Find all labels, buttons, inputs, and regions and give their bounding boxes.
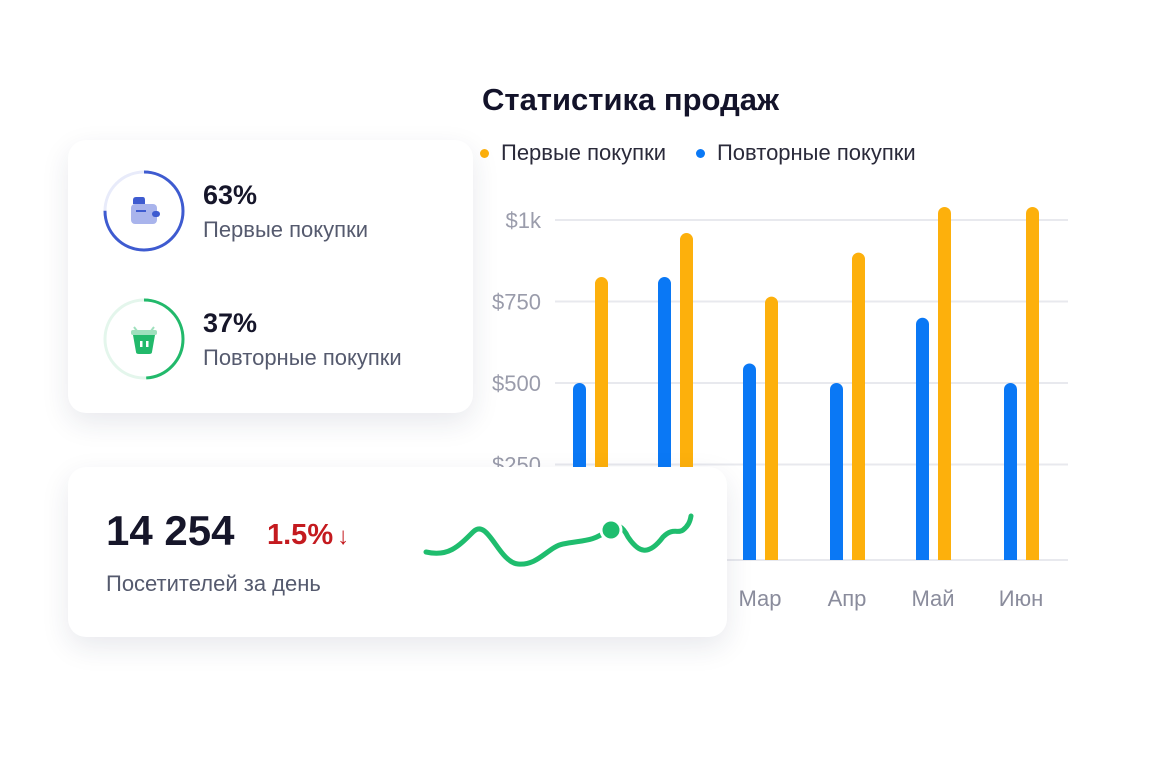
basket-icon [131, 326, 157, 354]
legend-item-repeat: Повторные покупки [695, 140, 916, 166]
bar-first[interactable] [765, 296, 778, 560]
x-tick-label: Мар [738, 586, 781, 611]
purchase-share-card: 63% Первые покупки 37% Повторные покупки [68, 140, 473, 413]
chart-legend: Первые покупки Повторные покупки [480, 140, 916, 166]
repeat-label: Повторные покупки [203, 344, 402, 370]
bar-repeat[interactable] [830, 383, 843, 560]
arrow-down-icon: ↓ [337, 523, 350, 550]
bar-repeat[interactable] [1004, 383, 1017, 560]
bar-repeat[interactable] [743, 363, 756, 560]
first-percent: 63% [203, 179, 258, 210]
bar-first[interactable] [938, 206, 951, 560]
visitors-label: Посетителей за день [106, 571, 321, 596]
bar-repeat[interactable] [916, 317, 929, 560]
sparkline-marker[interactable] [599, 518, 623, 542]
y-tick-label: $750 [492, 290, 541, 315]
repeat-percent: 37% [203, 307, 258, 338]
bar-first[interactable] [1026, 206, 1039, 560]
repeat-progress-ring [103, 298, 185, 380]
x-tick-label: Июн [999, 586, 1043, 611]
repeat-purchases-stat: 37% Повторные покупки [103, 298, 402, 380]
x-tick-label: Апр [828, 586, 867, 611]
first-purchases-stat: 63% Первые покупки [103, 170, 368, 252]
bar-first[interactable] [852, 252, 865, 560]
legend-dot-repeat [695, 148, 705, 158]
delta-value: 1.5% [267, 519, 334, 551]
visitors-count: 14 254 [106, 507, 235, 554]
y-tick-label: $500 [492, 371, 541, 396]
first-label: Первые покупки [203, 216, 368, 242]
first-progress-ring [103, 170, 185, 252]
chart-title: Статистика продаж [482, 82, 779, 117]
visitors-sparkline [423, 513, 694, 567]
visitors-delta: 1.5% ↓ [267, 519, 349, 552]
legend-label-first: Первые покупки [501, 140, 666, 165]
sparkline-line [423, 513, 694, 567]
legend-dot-first [480, 148, 489, 158]
legend-item-first: Первые покупки [480, 140, 666, 166]
y-tick-label: $1k [506, 208, 542, 233]
visitors-card: 14 254 1.5% ↓ Посетителей за день [68, 467, 727, 637]
wallet-icon [131, 197, 160, 224]
legend-label-repeat: Повторные покупки [716, 140, 916, 165]
x-tick-label: Май [911, 586, 954, 611]
